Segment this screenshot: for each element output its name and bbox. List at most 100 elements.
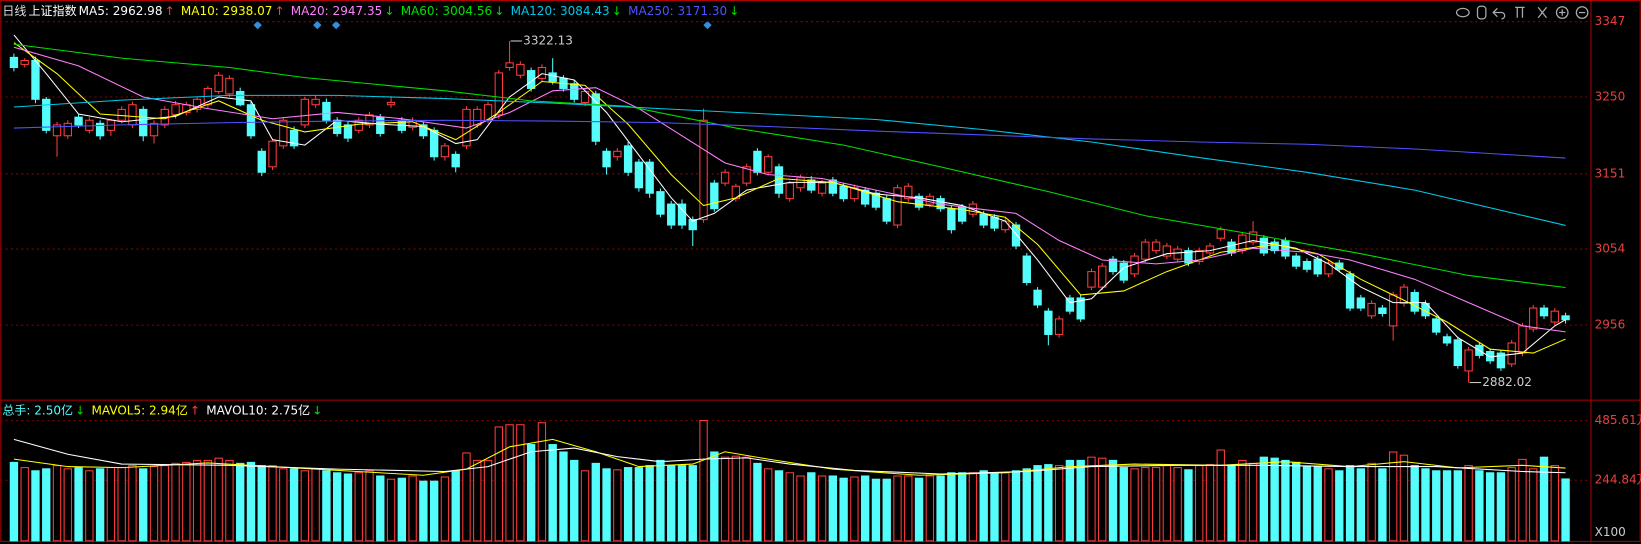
candle-body (1044, 310, 1053, 335)
volume-bar (537, 422, 547, 542)
legend-label: MA5: 2962.98 (79, 4, 163, 18)
volume-bar (753, 462, 762, 542)
candle-body (1529, 307, 1538, 330)
candle-body (343, 124, 353, 139)
candle-body (516, 63, 525, 76)
candle-body (656, 191, 665, 215)
candle-body (1195, 250, 1204, 263)
volume-bar (128, 465, 137, 542)
volume-bar (893, 475, 902, 542)
candle-body (699, 119, 708, 221)
volume-bar (440, 476, 450, 542)
candle-body (710, 182, 719, 210)
volume-bar (1238, 459, 1247, 542)
candle-body (1388, 294, 1398, 327)
legend-arrow: ↑ (165, 4, 175, 18)
candle-body (645, 161, 654, 194)
ma-line (13, 119, 1566, 159)
volume-bar (1098, 457, 1107, 542)
candle-body (1098, 265, 1107, 288)
candle-body (311, 98, 320, 106)
candle-body (526, 70, 536, 89)
candle-body (742, 166, 751, 184)
volume-bar (1485, 472, 1495, 542)
volume-bar (1054, 465, 1064, 542)
event-marker[interactable] (703, 20, 712, 30)
volume-bar (246, 461, 256, 542)
volume-bar (1464, 465, 1473, 542)
volume-bar (1378, 468, 1387, 542)
volume-bar (1302, 466, 1312, 542)
volume-bar (936, 475, 945, 542)
candle-body (225, 77, 234, 95)
legend-label: MA120: 3084.43 (511, 4, 610, 18)
undo-button[interactable] (1492, 7, 1506, 20)
candle-body (1442, 336, 1452, 344)
candle-body (1001, 220, 1010, 231)
toggle-view-button[interactable] (1455, 7, 1470, 18)
event-marker[interactable] (331, 20, 341, 30)
volume-bar (354, 472, 363, 542)
volume-bar (214, 457, 223, 542)
candle-body (52, 124, 62, 137)
volume-bar (828, 475, 838, 542)
legend-label: 总手: 2.50亿 (2, 403, 73, 418)
candle-body (1313, 258, 1322, 275)
volume-bar (139, 468, 148, 542)
pin-button[interactable] (1515, 6, 1525, 18)
event-marker[interactable] (253, 20, 262, 30)
volume-bar (796, 475, 805, 542)
volume-bar (839, 477, 848, 542)
candle-body (494, 72, 503, 116)
candle-body (979, 213, 988, 226)
zoom-out-button[interactable] (1575, 6, 1589, 19)
unit-label: X100 (1595, 525, 1626, 539)
candle-body (42, 98, 51, 131)
volume-bar (947, 472, 956, 542)
volume-bar (31, 470, 40, 542)
legend-label: MA10: 2938.07 (181, 4, 272, 18)
candle-body (1453, 339, 1463, 367)
candle-body (1410, 292, 1419, 312)
candle-body (322, 101, 331, 121)
candle-body (289, 129, 299, 147)
candle-body (1378, 307, 1387, 315)
event-marker[interactable] (313, 20, 322, 30)
ma-line (13, 94, 1566, 226)
volume-bar (710, 451, 719, 542)
volume-bar (1335, 470, 1344, 542)
volume-bar (1033, 465, 1042, 542)
candle-body (268, 140, 277, 168)
candle-body (1076, 297, 1085, 320)
volume-bar (1507, 467, 1516, 542)
volume-bar (473, 459, 482, 542)
cut-button[interactable] (1537, 6, 1548, 19)
candle-body (386, 101, 396, 106)
volume-bar (365, 470, 374, 542)
legend-label: MAVOL10: 2.75亿 (206, 403, 310, 418)
candle-body (63, 122, 72, 137)
volume-bar (871, 478, 881, 542)
legend-label: MA250: 3171.30 (628, 4, 727, 18)
candle-body (990, 216, 999, 229)
candle-body (613, 150, 622, 158)
volume-bar (656, 459, 665, 542)
pan-button[interactable] (1476, 5, 1487, 20)
candle-body (667, 203, 676, 226)
volume-bar (613, 469, 622, 542)
candle-body (300, 98, 310, 126)
candle-body (257, 150, 266, 173)
candle-body (688, 219, 697, 231)
volume-bar (95, 468, 105, 542)
volume-bar (74, 467, 83, 542)
volume-bar (483, 459, 493, 542)
y-tick-label: 3151 (1595, 166, 1626, 180)
volume-bar (1442, 470, 1452, 542)
volume-bar (968, 472, 978, 542)
volume-bar (429, 480, 439, 542)
volume-bar (1496, 472, 1506, 542)
candle-body (1561, 315, 1570, 321)
candle-body (139, 108, 148, 137)
zoom-in-button[interactable] (1555, 6, 1569, 19)
